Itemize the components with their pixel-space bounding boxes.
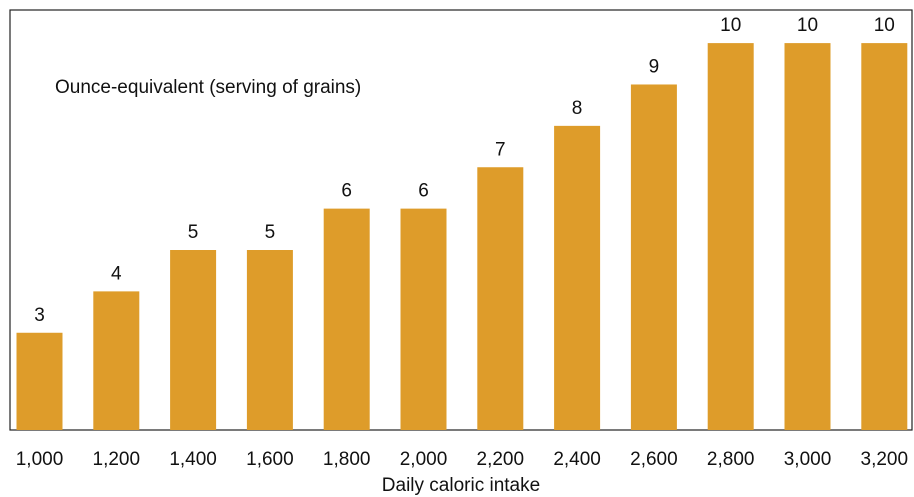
- x-tick-label: 2,400: [553, 449, 601, 470]
- bar: [707, 43, 754, 430]
- x-tick-label: 1,600: [246, 449, 294, 470]
- x-axis-label: Daily caloric intake: [382, 475, 540, 496]
- x-tick-label: 1,400: [169, 449, 217, 470]
- data-label: 6: [418, 181, 429, 202]
- data-label: 7: [495, 139, 506, 160]
- bar: [323, 208, 370, 430]
- data-label: 10: [874, 15, 895, 36]
- data-label: 5: [265, 222, 276, 243]
- x-tick-label: 2,200: [477, 449, 525, 470]
- x-tick-label: 1,800: [323, 449, 371, 470]
- bar: [554, 125, 601, 431]
- bar: [784, 43, 831, 430]
- data-label: 3: [34, 305, 45, 326]
- bar: [93, 291, 140, 430]
- data-label: 4: [111, 263, 122, 284]
- bar: [16, 332, 63, 430]
- bar: [400, 208, 447, 430]
- bar: [246, 250, 293, 430]
- x-tick-label: 2,000: [400, 449, 448, 470]
- data-label: 8: [572, 98, 583, 119]
- data-label: 10: [797, 15, 818, 36]
- x-tick-label: 1,200: [93, 449, 141, 470]
- bar: [630, 84, 677, 430]
- bar: [170, 250, 217, 430]
- x-tick-label: 2,600: [630, 449, 678, 470]
- data-label: 9: [649, 56, 660, 77]
- data-label: 6: [341, 181, 352, 202]
- x-tick-label: 3,000: [784, 449, 832, 470]
- bar: [477, 167, 524, 430]
- data-label: 5: [188, 222, 199, 243]
- data-label: 10: [720, 15, 741, 36]
- x-tick-label: 2,800: [707, 449, 755, 470]
- plot-frame: [9, 9, 913, 431]
- annotation: Ounce-equivalent (serving of grains): [55, 77, 361, 98]
- bar: [861, 43, 908, 430]
- x-tick-label: 3,200: [861, 449, 909, 470]
- x-tick-label: 1,000: [16, 449, 64, 470]
